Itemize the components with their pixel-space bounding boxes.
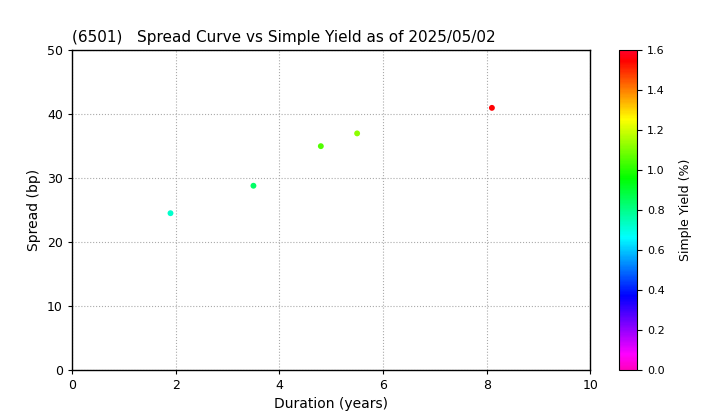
Text: (6501)   Spread Curve vs Simple Yield as of 2025/05/02: (6501) Spread Curve vs Simple Yield as o… (72, 30, 495, 45)
Point (351, 130, 363, 137)
X-axis label: Duration (years): Duration (years) (274, 397, 388, 411)
Y-axis label: Spread (bp): Spread (bp) (27, 169, 42, 251)
Point (315, 143, 327, 150)
Point (165, 210, 176, 217)
Point (486, 105, 498, 111)
Point (248, 182, 259, 189)
Y-axis label: Simple Yield (%): Simple Yield (%) (678, 159, 692, 261)
